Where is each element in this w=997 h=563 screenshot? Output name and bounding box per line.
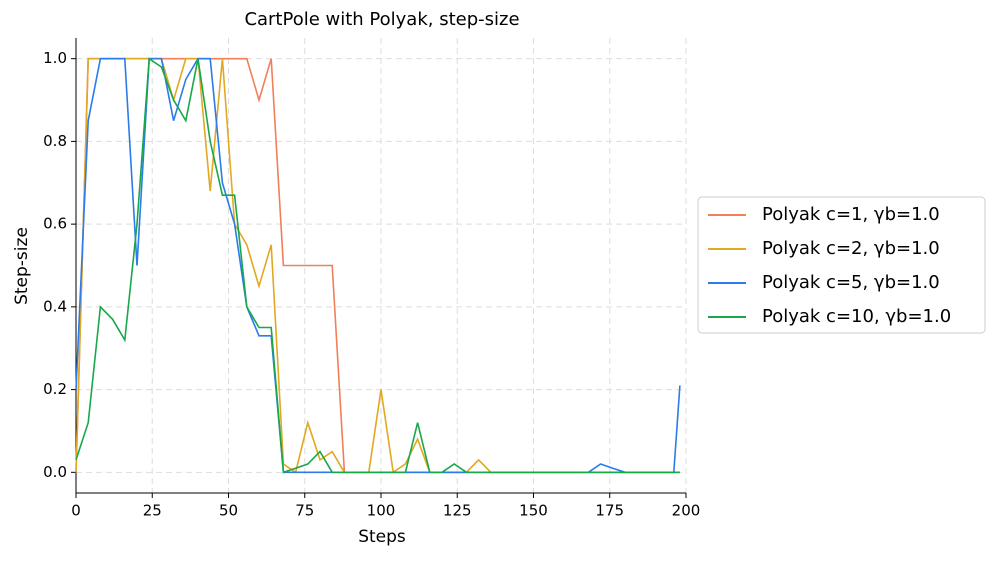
chart-title: CartPole with Polyak, step-size xyxy=(244,9,519,30)
y-tick-label: 0.8 xyxy=(43,132,67,150)
x-tick-label: 50 xyxy=(219,502,238,520)
legend-label: Polyak c=1, γb=1.0 xyxy=(762,204,940,225)
x-tick-label: 25 xyxy=(143,502,162,520)
y-tick-label: 0.2 xyxy=(43,380,67,398)
y-tick-label: 0.0 xyxy=(43,463,67,481)
x-tick-label: 100 xyxy=(367,502,396,520)
y-tick-label: 0.4 xyxy=(43,297,67,315)
y-tick-label: 1.0 xyxy=(43,49,67,67)
x-axis-label: Steps xyxy=(358,527,406,547)
x-tick-label: 75 xyxy=(295,502,314,520)
legend-label: Polyak c=5, γb=1.0 xyxy=(762,272,940,293)
y-axis-label: Step-size xyxy=(12,227,32,305)
x-tick-label: 175 xyxy=(595,502,624,520)
series-line xyxy=(75,57,680,474)
y-tick-label: 0.6 xyxy=(43,215,67,233)
legend-label: Polyak c=10, γb=1.0 xyxy=(762,306,951,327)
x-tick-label: 200 xyxy=(672,502,701,520)
legend-label: Polyak c=2, γb=1.0 xyxy=(762,238,940,259)
x-tick-label: 0 xyxy=(71,502,81,520)
x-tick-label: 150 xyxy=(519,502,548,520)
legend-box xyxy=(697,196,986,334)
series-line xyxy=(75,57,680,474)
x-tick-label: 125 xyxy=(443,502,472,520)
